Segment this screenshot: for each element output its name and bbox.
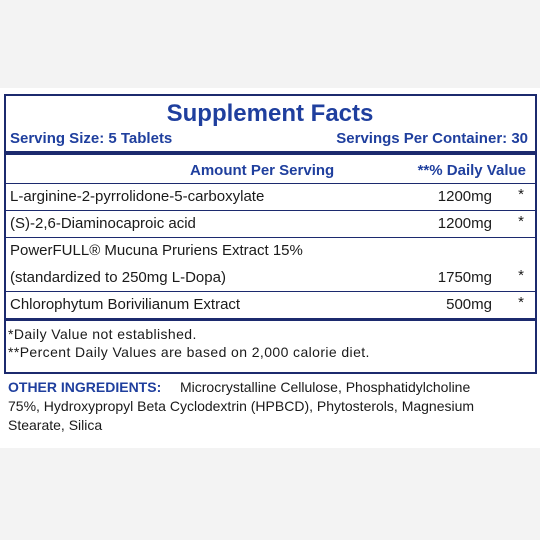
ingredient-name: L-arginine-2-pyrrolidone-5-carboxylate: [10, 188, 265, 205]
column-header: Amount Per Serving: [190, 162, 335, 179]
daily-value: *: [518, 267, 524, 284]
amount: 500mg: [446, 296, 492, 313]
rule: [6, 291, 535, 292]
daily-value: *: [518, 186, 524, 203]
other-ingredients-label: OTHER INGREDIENTS:: [8, 379, 162, 395]
other-ingredients-text: Stearate, Silica: [8, 417, 103, 433]
column-header: **% Daily Value: [417, 162, 526, 179]
title: Supplement Facts: [166, 100, 374, 127]
rule: [6, 237, 535, 238]
daily-value: *: [518, 294, 524, 311]
other-ingredients-text: Microcrystalline Cellulose, Phosphatidyl…: [180, 379, 471, 395]
footnote: **Percent Daily Values are based on 2,00…: [8, 344, 370, 360]
ingredient-name: (standardized to 250mg L-Dopa): [10, 269, 226, 286]
ingredient-name: (S)-2,6-Diaminocaproic acid: [10, 215, 196, 232]
panel: [0, 88, 540, 448]
rule: [6, 318, 535, 321]
amount: 1200mg: [437, 215, 492, 232]
ingredient-name: PowerFULL® Mucuna Pruriens Extract 15%: [10, 242, 303, 259]
facts-box: [4, 94, 537, 374]
serving-size: Serving Size: 5 Tablets: [10, 130, 173, 147]
amount: 1750mg: [437, 269, 492, 286]
rule: [6, 151, 535, 155]
daily-value: *: [518, 213, 524, 230]
footnote: *Daily Value not established.: [8, 326, 197, 342]
rule: [6, 183, 535, 184]
servings-per-container: Servings Per Container: 30: [336, 130, 528, 147]
ingredient-name: Chlorophytum Borivilianum Extract: [10, 296, 241, 313]
amount: 1200mg: [437, 188, 492, 205]
rule: [6, 210, 535, 211]
other-ingredients-text: 75%, Hydroxypropyl Beta Cyclodextrin (HP…: [8, 398, 475, 414]
